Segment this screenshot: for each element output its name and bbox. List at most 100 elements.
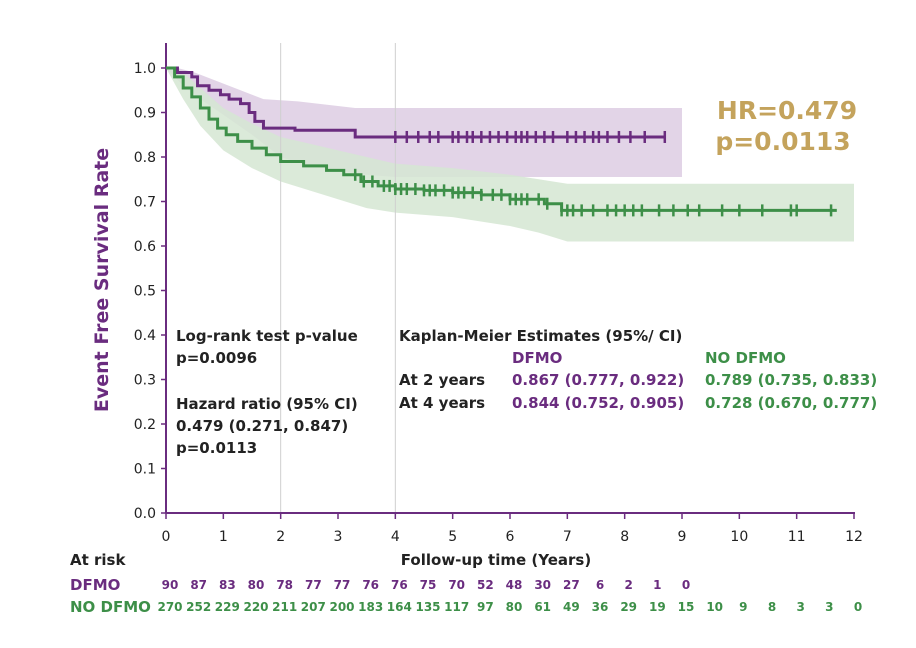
at-risk-dfmo-value: 70 — [448, 578, 465, 592]
x-axis-label: Follow-up time (Years) — [401, 551, 591, 569]
at-risk-dfmo-value: 87 — [190, 578, 207, 592]
at-risk-no-dfmo-value: 3 — [796, 600, 804, 614]
at-risk-dfmo-label: DFMO — [70, 576, 120, 594]
at-risk-no-dfmo-value: 19 — [649, 600, 666, 614]
x-tick-label: 1 — [219, 529, 228, 545]
y-tick-label: 0.7 — [134, 195, 156, 211]
at-risk-no-dfmo-value: 9 — [739, 600, 747, 614]
at-risk-no-dfmo-value: 270 — [157, 600, 182, 614]
at-risk-dfmo-value: 2 — [624, 578, 632, 592]
y-tick-label: 0.5 — [134, 284, 156, 300]
at-risk-no-dfmo-label: NO DFMO — [70, 598, 151, 616]
x-tick-label: 9 — [678, 529, 687, 545]
hazard-value: 0.479 (0.271, 0.847) — [176, 417, 348, 435]
km-row2-label: At 4 years — [399, 394, 485, 412]
x-tick-label: 10 — [730, 529, 748, 545]
y-tick-label: 0.3 — [134, 373, 156, 389]
ci-band-no-dfmo — [166, 68, 854, 242]
x-tick-label: 0 — [162, 529, 171, 545]
at-risk-no-dfmo-value: 49 — [563, 600, 580, 614]
y-tick-label: 0.9 — [134, 106, 156, 122]
at-risk-dfmo-value: 30 — [534, 578, 551, 592]
at-risk-dfmo-value: 76 — [362, 578, 379, 592]
km-row1-label: At 2 years — [399, 371, 485, 389]
at-risk-dfmo-value: 6 — [596, 578, 604, 592]
at-risk-no-dfmo-value: 80 — [506, 600, 523, 614]
x-tick-label: 3 — [334, 529, 343, 545]
hazard-title: Hazard ratio (95% CI) — [176, 395, 358, 413]
censor-marks — [353, 130, 833, 217]
at-risk-no-dfmo-value: 200 — [329, 600, 354, 614]
at-risk-no-dfmo-value: 36 — [592, 600, 609, 614]
y-tick-label: 0.2 — [134, 417, 156, 433]
at-risk-title: At risk — [70, 551, 126, 569]
at-risk-no-dfmo-value: 135 — [415, 600, 440, 614]
x-tick-label: 2 — [276, 529, 285, 545]
curve-dfmo — [166, 66, 665, 139]
at-risk-no-dfmo-value: 29 — [620, 600, 637, 614]
hazard-p: p=0.0113 — [176, 439, 257, 457]
x-tick-label: 6 — [506, 529, 515, 545]
at-risk-no-dfmo-value: 117 — [444, 600, 469, 614]
at-risk-no-dfmo-value: 10 — [706, 600, 723, 614]
at-risk-dfmo-value: 75 — [420, 578, 437, 592]
at-risk-no-dfmo-value: 229 — [215, 600, 240, 614]
at-risk-no-dfmo-value: 3 — [825, 600, 833, 614]
at-risk-no-dfmo-value: 8 — [768, 600, 776, 614]
x-tick-label: 11 — [788, 529, 806, 545]
confidence-bands — [166, 68, 854, 242]
reference-lines — [280, 43, 396, 513]
at-risk-dfmo-values: 90 87 83 80 78 77 77 76 76 75 70 52 48 30 27 6 2 1 0 — [162, 578, 691, 592]
km-row1-no-dfmo: 0.789 (0.735, 0.833) — [705, 371, 877, 389]
hr-value: HR=0.479 — [717, 96, 857, 125]
at-risk-dfmo-value: 78 — [276, 578, 293, 592]
x-tick-label: 7 — [563, 529, 572, 545]
x-tick-label: 5 — [448, 529, 457, 545]
at-risk-dfmo-value: 0 — [682, 578, 690, 592]
y-tick-labels: 0.0 0.1 0.2 0.3 0.4 0.5 0.6 0.7 0.8 0.9 1.0 — [134, 61, 156, 522]
km-row1-dfmo: 0.867 (0.777, 0.922) — [512, 371, 684, 389]
y-tick-label: 0.0 — [134, 506, 156, 522]
y-axis-label: Event Free Survival Rate — [91, 148, 113, 412]
at-risk-dfmo-value: 27 — [563, 578, 580, 592]
y-tick-label: 0.1 — [134, 462, 156, 478]
at-risk-no-dfmo-value: 183 — [358, 600, 383, 614]
km-col-no-dfmo: NO DFMO — [705, 349, 786, 367]
km-col-dfmo: DFMO — [512, 349, 562, 367]
x-tick-label: 12 — [845, 529, 863, 545]
at-risk-dfmo-value: 52 — [477, 578, 494, 592]
at-risk-dfmo-value: 76 — [391, 578, 408, 592]
x-tick-label: 4 — [391, 529, 400, 545]
at-risk-no-dfmo-value: 220 — [243, 600, 268, 614]
at-risk-dfmo-value: 77 — [305, 578, 322, 592]
at-risk-dfmo-value: 1 — [653, 578, 661, 592]
km-row2-dfmo: 0.844 (0.752, 0.905) — [512, 394, 684, 412]
y-tick-label: 0.6 — [134, 239, 156, 255]
y-tick-label: 1.0 — [134, 61, 156, 77]
at-risk-no-dfmo-value: 252 — [186, 600, 211, 614]
at-risk-dfmo-value: 90 — [162, 578, 179, 592]
at-risk-dfmo-value: 48 — [506, 578, 523, 592]
logrank-title: Log-rank test p-value — [176, 327, 358, 345]
x-tick-label: 8 — [620, 529, 629, 545]
at-risk-no-dfmo-values: 270 252 229 220 211 207 200 183 164 135 117 97 80 61 4… — [157, 600, 862, 614]
at-risk-no-dfmo-value: 211 — [272, 600, 297, 614]
x-tick-labels: 0 1 2 3 4 5 6 7 8 9 10 11 12 — [162, 529, 863, 545]
km-row2-no-dfmo: 0.728 (0.670, 0.777) — [705, 394, 877, 412]
hr-p-value: p=0.0113 — [715, 127, 850, 156]
at-risk-no-dfmo-value: 97 — [477, 600, 494, 614]
at-risk-no-dfmo-value: 164 — [387, 600, 412, 614]
at-risk-no-dfmo-value: 207 — [301, 600, 326, 614]
at-risk-no-dfmo-value: 61 — [534, 600, 551, 614]
at-risk-dfmo-value: 80 — [248, 578, 265, 592]
axes — [161, 43, 855, 519]
logrank-p: p=0.0096 — [176, 349, 257, 367]
at-risk-dfmo-value: 83 — [219, 578, 236, 592]
stats-annotations: Log-rank test p-value p=0.0096 Hazard ra… — [176, 327, 877, 457]
y-tick-label: 0.8 — [134, 150, 156, 166]
km-title: Kaplan-Meier Estimates (95%/ CI) — [399, 327, 682, 345]
at-risk-dfmo-value: 77 — [334, 578, 351, 592]
at-risk-table: At risk DFMO NO DFMO 90 87 83 80 78 77 77 76 76 7… — [70, 551, 862, 616]
at-risk-no-dfmo-value: 15 — [678, 600, 695, 614]
